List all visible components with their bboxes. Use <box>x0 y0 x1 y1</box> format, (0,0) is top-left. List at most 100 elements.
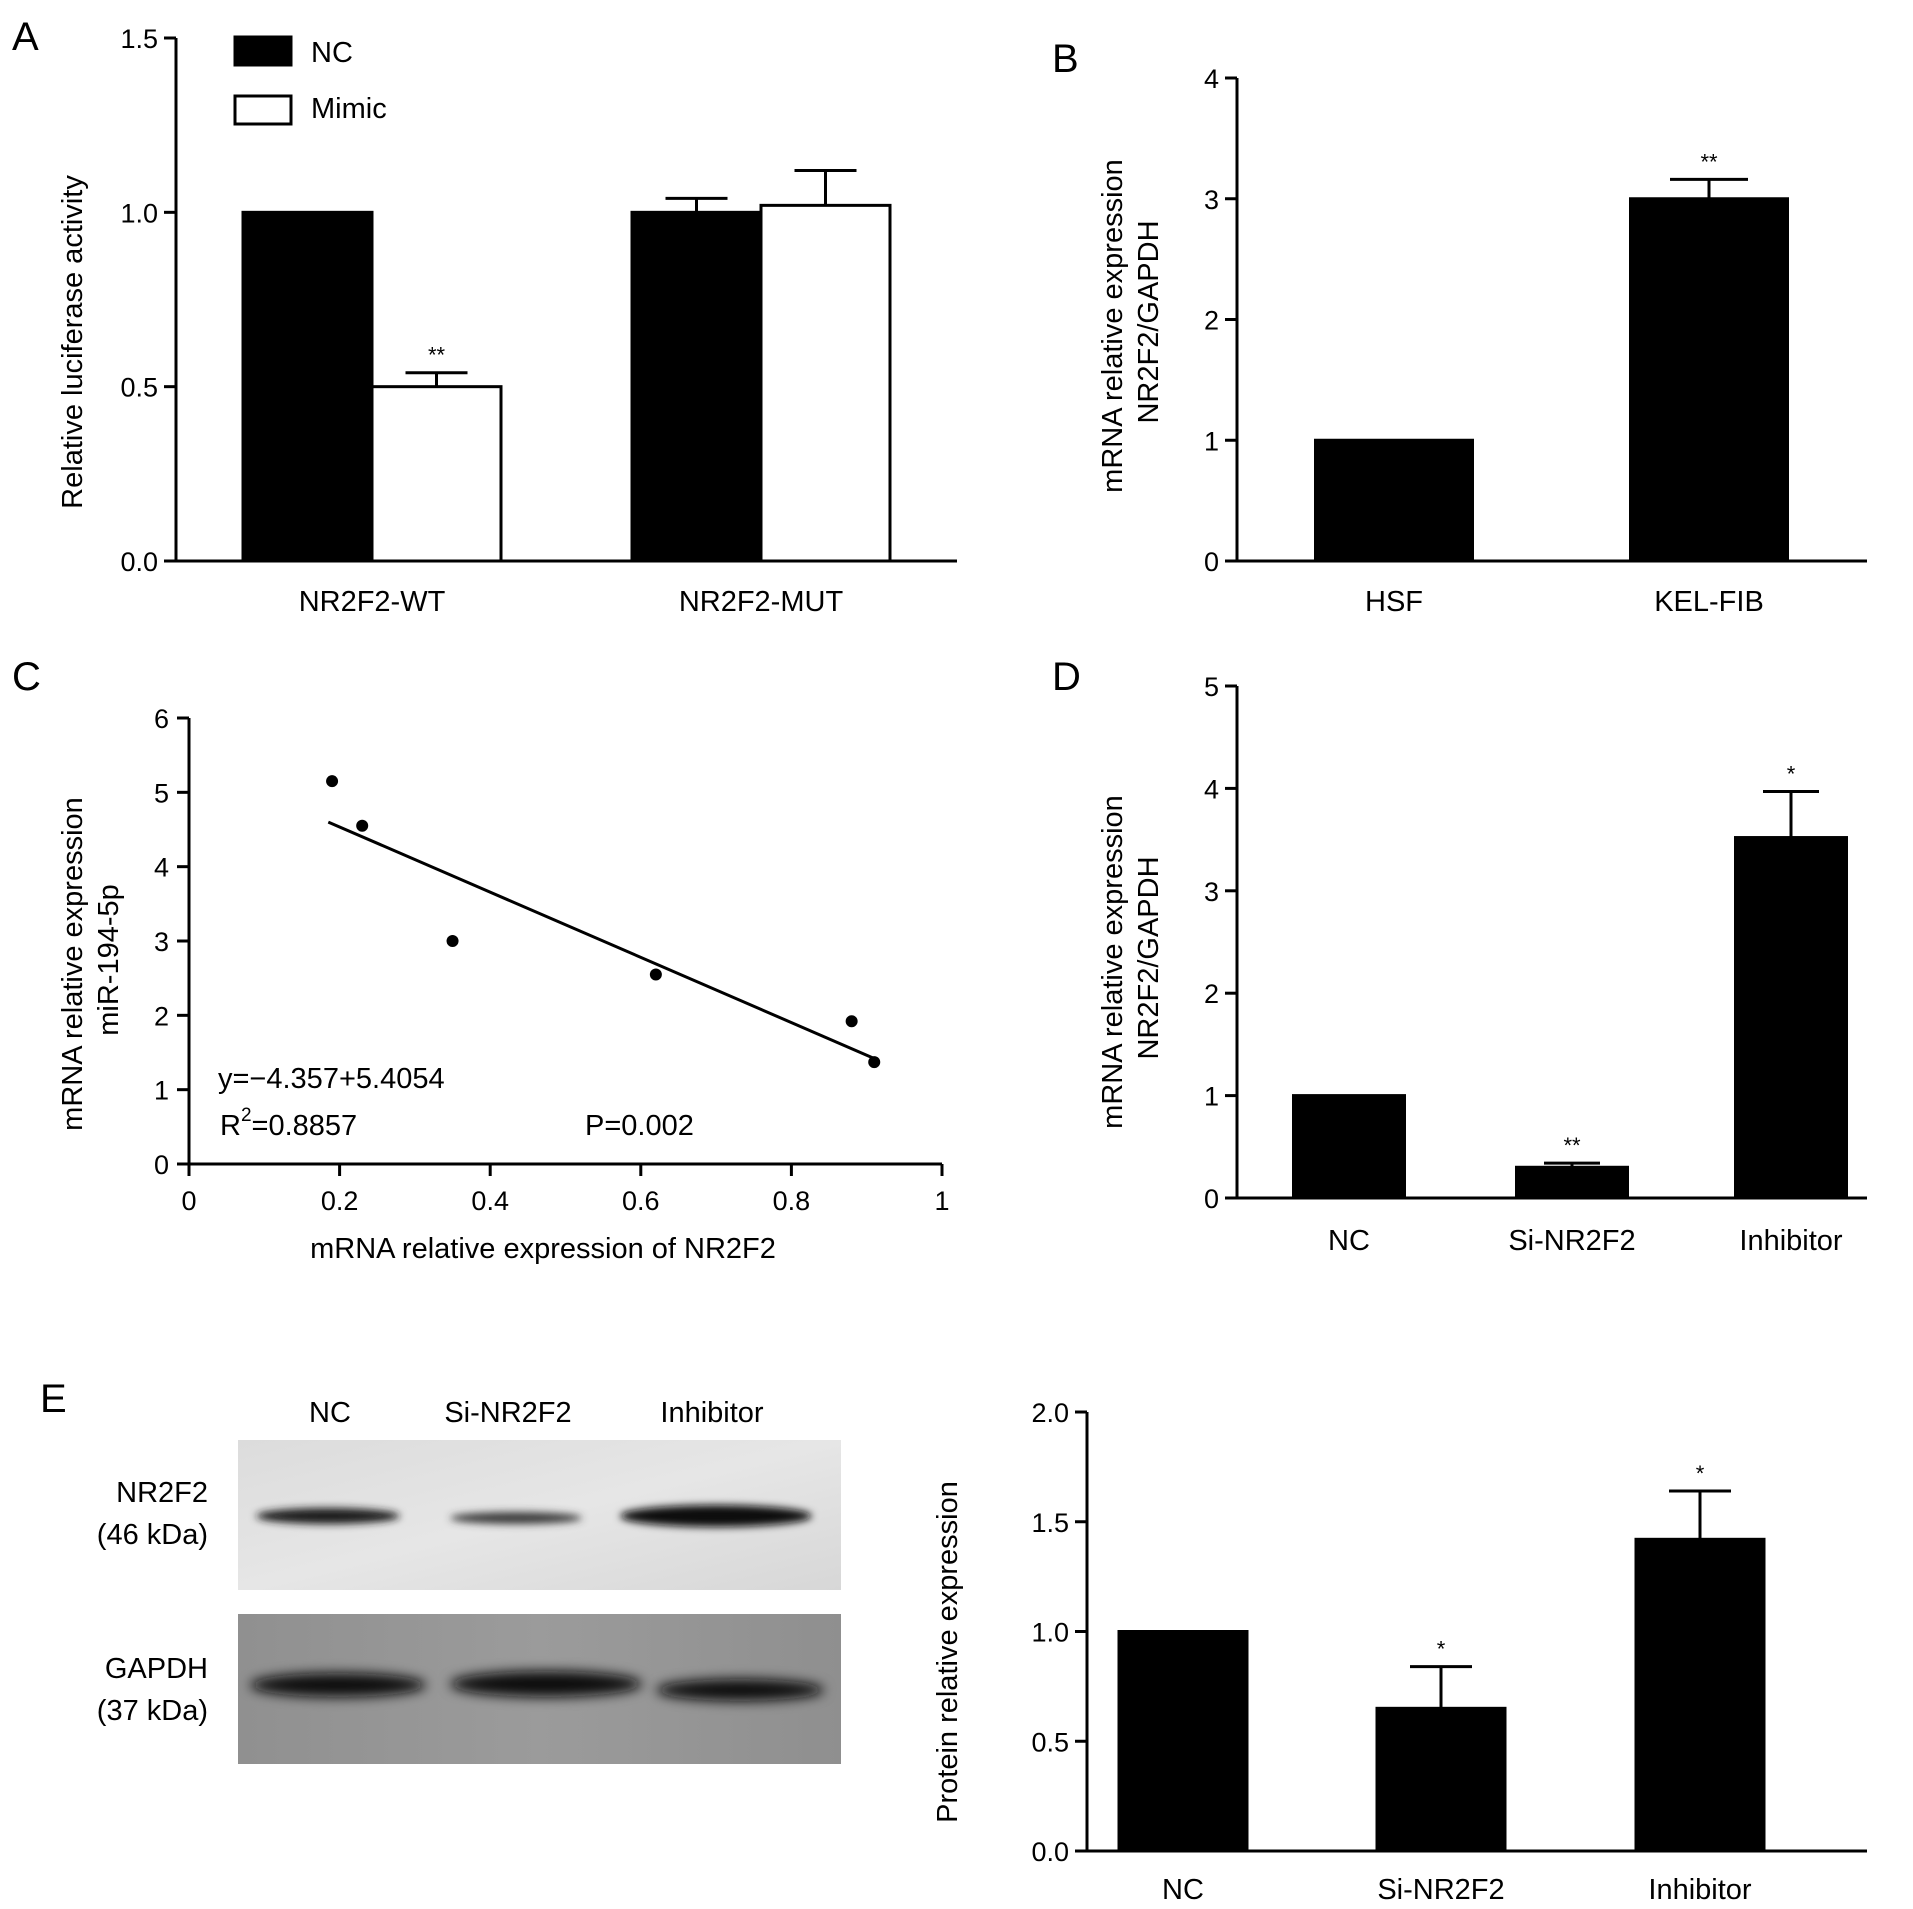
panel-d-x-tick-label-inhibitor: Inhibitor <box>1739 1225 1843 1257</box>
panel-c-regression-line <box>327 820 875 1060</box>
panel-a-bar-chart: Relative luciferase activity NC Mimic 0.… <box>57 24 957 618</box>
p-value-label: P=0.002 <box>585 1110 694 1142</box>
panel-b-y-tick-label: 0 <box>1204 547 1219 577</box>
panel-c-y-tick-label: 3 <box>154 927 169 957</box>
panel-e-bar-inhibitor <box>1634 1537 1766 1853</box>
blot-lane-label-inhibitor: Inhibitor <box>660 1397 764 1429</box>
panel-b-y-tick-label: 4 <box>1204 64 1219 94</box>
blot-band-nr2f2-inhibitor <box>620 1505 812 1527</box>
panel-d-bar-si-nr2f2 <box>1515 1165 1629 1200</box>
panel-e-bar-nc <box>1117 1630 1249 1853</box>
regression-equation: y=−4.357+5.4054 <box>218 1063 445 1095</box>
panel-d-y-axis-title-line2: NR2F2/GAPDH <box>1133 856 1165 1059</box>
panel-letter-d: D <box>1052 655 1081 699</box>
panel-c-y-tick-label: 0 <box>154 1150 169 1180</box>
panel-e-x-tick-label-inhibitor: Inhibitor <box>1648 1874 1752 1906</box>
panel-b-y-axis-title-line1: mRNA relative expression <box>1097 159 1129 493</box>
panel-c-data-point <box>356 819 369 832</box>
panel-letter-e: E <box>40 1377 67 1421</box>
panel-a-bar-nr2f2-mut-nc <box>630 210 763 563</box>
panel-d-y-tick-label: 1 <box>1204 1082 1219 1112</box>
panel-a-bar-nr2f2-mut-mimic <box>759 203 892 563</box>
blot-band-gapdh-si <box>450 1671 642 1697</box>
panel-c-data-point <box>326 775 339 788</box>
western-blot: NC Si-NR2F2 Inhibitor NR2F2 (46 kDa) GAP… <box>97 1397 841 1764</box>
panel-a-bar-nr2f2-wt-mimic <box>370 385 503 563</box>
panel-b-y-axis-title-line2: NR2F2/GAPDH <box>1133 220 1165 423</box>
panel-c-x-axis-title: mRNA relative expression of NR2F2 <box>310 1233 776 1265</box>
panel-c-data-point <box>649 968 662 981</box>
panel-letter-b: B <box>1052 37 1079 81</box>
blot-band-nr2f2-nc <box>256 1508 400 1524</box>
panel-letter-c: C <box>12 655 41 699</box>
panel-e-y-tick-label: 1.5 <box>1031 1508 1069 1538</box>
panel-a-y-tick-label: 0.0 <box>120 547 158 577</box>
panel-d-y-axis-title: mRNA relative expression NR2F2/GAPDH <box>1097 787 1165 1129</box>
panel-b-y-tick-label: 2 <box>1204 306 1219 336</box>
panel-c-y-axis-title-line1: mRNA relative expression <box>57 797 89 1131</box>
blot-row-label-nr2f2: NR2F2 <box>116 1477 208 1509</box>
panel-d-x-tick-label-nc: NC <box>1328 1225 1370 1257</box>
panel-c-y-tick-label: 1 <box>154 1076 169 1106</box>
panel-d-x-tick-label-si-nr2f2: Si-NR2F2 <box>1508 1225 1635 1257</box>
blot-row-size-gapdh: (37 kDa) <box>97 1695 208 1727</box>
panel-c-y-axis-title-line2: miR-194-5p <box>93 884 125 1036</box>
panel-e-x-tick-label-si-nr2f2: Si-NR2F2 <box>1377 1874 1504 1906</box>
panel-a-bar-nr2f2-wt-nc <box>241 210 374 563</box>
panel-a-bar-nr2f2-wt-mimic-significance: ** <box>428 343 446 368</box>
legend-swatch-mimic <box>233 94 293 126</box>
panel-letter-a: A <box>12 15 39 59</box>
legend-swatch-nc <box>233 35 293 67</box>
blot-band-gapdh-inhibitor <box>656 1679 824 1701</box>
panel-d-y-tick-label: 3 <box>1204 877 1219 907</box>
panel-a-y-axis-title: Relative luciferase activity <box>57 175 89 509</box>
panel-e-bar-inhibitor-significance: * <box>1696 1461 1705 1486</box>
panel-c-y-axis-title: mRNA relative expression miR-194-5p <box>57 789 125 1131</box>
panel-d-bar-nc <box>1292 1094 1406 1200</box>
panel-b-y-tick-label: 3 <box>1204 185 1219 215</box>
panel-a-x-tick-label-nr2f2-mut: NR2F2-MUT <box>679 586 844 618</box>
panel-c-x-tick-label: 0.4 <box>471 1186 509 1216</box>
panel-b-y-axis-title: mRNA relative expression NR2F2/GAPDH <box>1097 151 1165 493</box>
panel-c-y-tick-label: 5 <box>154 778 169 808</box>
panel-a-y-tick-label: 1.0 <box>120 198 158 228</box>
panel-a-legend: NC Mimic <box>233 35 387 126</box>
panel-c-x-tick-label: 0.6 <box>622 1186 660 1216</box>
panel-e-y-axis-title: Protein relative expression <box>932 1481 964 1823</box>
panel-a-y-tick-label: 0.5 <box>120 373 158 403</box>
panel-b-x-tick-label-hsf: HSF <box>1365 586 1423 618</box>
blot-band-gapdh-nc <box>250 1673 426 1697</box>
panel-c-y-tick-label: 4 <box>154 853 169 883</box>
blot-lane-label-si-nr2f2: Si-NR2F2 <box>444 1397 571 1429</box>
blot-row-size-nr2f2: (46 kDa) <box>97 1519 208 1551</box>
panel-c-x-tick-label: 0 <box>181 1186 196 1216</box>
panel-d-bar-si-nr2f2-significance: ** <box>1563 1133 1581 1158</box>
panel-d-bar-inhibitor-significance: * <box>1787 761 1796 786</box>
panel-e-bar-si-nr2f2-significance: * <box>1437 1637 1446 1662</box>
r-squared-label: R2=0.8857 <box>220 1105 357 1142</box>
panel-e-y-tick-label: 1.0 <box>1031 1618 1069 1648</box>
panel-c-data-point <box>446 935 459 947</box>
panel-b-bar-kel-fib <box>1629 197 1789 563</box>
panel-b-bar-kel-fib-significance: ** <box>1700 149 1718 174</box>
panel-e-y-tick-label: 0.0 <box>1031 1837 1069 1867</box>
panel-b-bar-hsf <box>1314 438 1474 563</box>
panel-e-bar-si-nr2f2 <box>1375 1706 1507 1853</box>
blot-band-nr2f2-si <box>450 1512 582 1524</box>
panel-e-y-tick-label: 2.0 <box>1031 1398 1069 1428</box>
panel-a-y-tick-label: 1.5 <box>120 24 158 54</box>
panel-e-y-tick-label: 0.5 <box>1031 1727 1069 1757</box>
panel-e-bar-chart: Protein relative expression 0.0 0.5 1.0 1.5… <box>932 1398 1867 1906</box>
panel-c-scatter-chart: mRNA relative expression miR-194-5p mRNA… <box>57 704 950 1265</box>
panel-d-bar-inhibitor <box>1734 836 1848 1200</box>
panel-d-y-tick-label: 0 <box>1204 1184 1219 1214</box>
panel-c-data-point <box>868 1056 881 1069</box>
panel-c-x-tick-label: 0.8 <box>773 1186 811 1216</box>
panel-c-data-point <box>845 1015 858 1028</box>
panel-c-x-tick-label: 1 <box>934 1186 949 1216</box>
blot-row-label-gapdh: GAPDH <box>105 1653 208 1685</box>
panel-c-x-tick-label: 0.2 <box>321 1186 359 1216</box>
panel-a-x-tick-label-nr2f2-wt: NR2F2-WT <box>299 586 446 618</box>
panel-d-bar-chart: mRNA relative expression NR2F2/GAPDH 0 1 2… <box>1097 672 1867 1257</box>
